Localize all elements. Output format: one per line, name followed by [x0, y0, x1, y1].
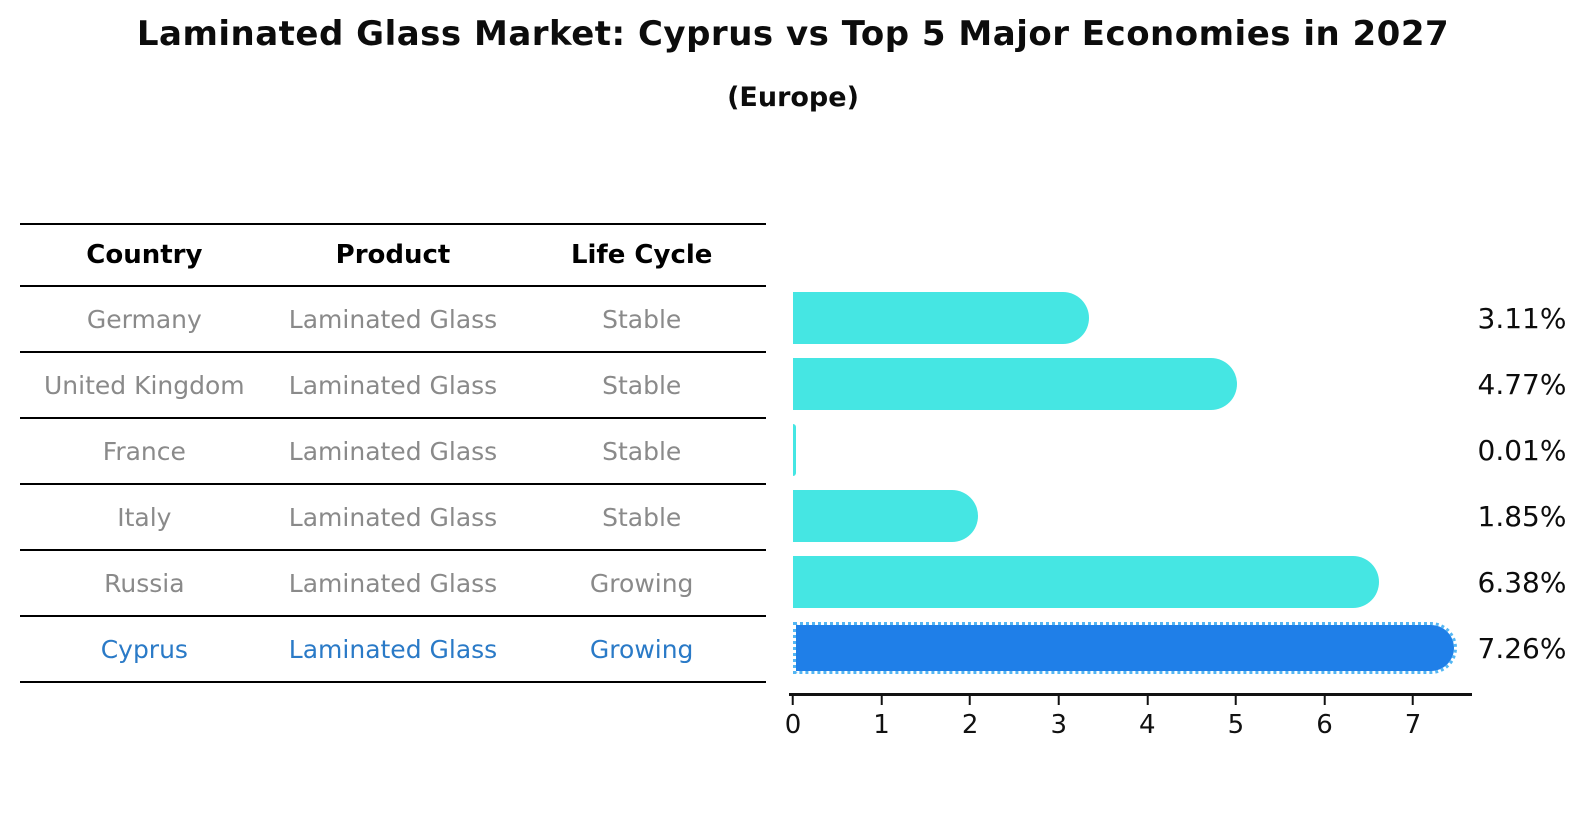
country-table: Country Product Life Cycle Germany Lamin…: [20, 223, 766, 683]
col-header-life-cycle: Life Cycle: [570, 240, 713, 270]
x-tick-label: 1: [873, 710, 890, 740]
cell-country: Italy: [117, 502, 172, 532]
x-tick-label: 4: [1139, 710, 1156, 740]
value-label-germany: 3.11%: [1477, 301, 1567, 335]
x-axis-line: [789, 693, 1472, 696]
cell-product: Laminated Glass: [288, 304, 498, 334]
bar-germany: [793, 292, 1089, 344]
x-tick-label: 3: [1050, 710, 1068, 740]
cell-life-cycle: Stable: [602, 436, 682, 466]
x-tick-label: 2: [961, 710, 979, 740]
cell-product: Laminated Glass: [288, 568, 498, 598]
bar-row: [793, 549, 1468, 615]
x-axis: 0 1 2 3 4 5 6 7: [785, 693, 1472, 763]
table-row: United Kingdom Laminated Glass Stable: [20, 353, 766, 419]
cell-life-cycle: Stable: [602, 370, 682, 400]
page-title: Laminated Glass Market: Cyprus vs Top 5 …: [136, 14, 1450, 54]
x-tick-mark: [1146, 696, 1149, 705]
x-tick: 3: [1050, 696, 1067, 740]
cell-life-cycle: Growing: [589, 634, 694, 664]
col-header-product: Product: [335, 240, 451, 270]
value-label-france: 0.01%: [1477, 433, 1567, 467]
col-header-country: Country: [86, 240, 203, 270]
x-tick-mark: [1057, 696, 1060, 705]
table-row: Russia Laminated Glass Growing: [20, 551, 766, 617]
x-tick-mark: [969, 696, 972, 705]
cell-product: Laminated Glass: [288, 436, 498, 466]
bar-italy: [793, 490, 978, 542]
x-tick: 2: [961, 696, 979, 740]
cell-product: Laminated Glass: [288, 634, 498, 664]
bar-russia: [793, 556, 1379, 608]
cell-country: France: [102, 436, 186, 466]
x-tick-mark: [1234, 696, 1237, 705]
x-tick-mark: [1323, 696, 1326, 705]
value-label-column: 3.11% 4.77% 0.01% 1.85% 6.38% 7.26%: [1466, 285, 1578, 681]
cell-product: Laminated Glass: [288, 370, 498, 400]
cell-country: United Kingdom: [44, 370, 245, 400]
cell-country: Russia: [104, 568, 185, 598]
x-tick: 1: [873, 696, 890, 740]
bar-france: [793, 424, 796, 476]
cell-life-cycle: Stable: [602, 304, 682, 334]
table-header-row: Country Product Life Cycle: [20, 225, 766, 287]
value-label-cyprus: 7.26%: [1477, 631, 1567, 665]
bar-cyprus: [793, 622, 1457, 674]
cell-product: Laminated Glass: [288, 502, 498, 532]
bar-row: [793, 285, 1468, 351]
table-row: Cyprus Laminated Glass Growing: [20, 617, 766, 683]
x-tick-mark: [880, 696, 883, 705]
x-tick-label: 5: [1227, 710, 1245, 740]
table-row: Italy Laminated Glass Stable: [20, 485, 766, 551]
value-label-united-kingdom: 4.77%: [1477, 367, 1567, 401]
bar-row: [793, 351, 1468, 417]
x-tick: 6: [1316, 696, 1333, 740]
bar-row: [793, 615, 1468, 681]
cell-country: Germany: [86, 304, 202, 334]
x-tick: 4: [1139, 696, 1156, 740]
table-row: France Laminated Glass Stable: [20, 419, 766, 485]
x-tick-label: 0: [784, 710, 802, 740]
bar-row: [793, 483, 1468, 549]
x-tick: 0: [784, 696, 802, 740]
x-tick: 5: [1227, 696, 1245, 740]
x-tick-mark: [1412, 696, 1415, 705]
x-tick-mark: [791, 696, 794, 705]
cell-life-cycle: Growing: [589, 568, 694, 598]
table-row: Germany Laminated Glass Stable: [20, 287, 766, 353]
value-label-italy: 1.85%: [1477, 499, 1567, 533]
x-tick: 7: [1404, 696, 1422, 740]
cell-life-cycle: Stable: [602, 502, 682, 532]
page-subtitle: (Europe): [727, 82, 859, 113]
x-tick-label: 7: [1404, 710, 1422, 740]
value-label-russia: 6.38%: [1477, 565, 1567, 599]
bar-row: [793, 417, 1468, 483]
x-tick-label: 6: [1316, 710, 1333, 740]
bar-united-kingdom: [793, 358, 1237, 410]
cell-country: Cyprus: [100, 634, 188, 664]
bar-plot: [793, 285, 1468, 681]
